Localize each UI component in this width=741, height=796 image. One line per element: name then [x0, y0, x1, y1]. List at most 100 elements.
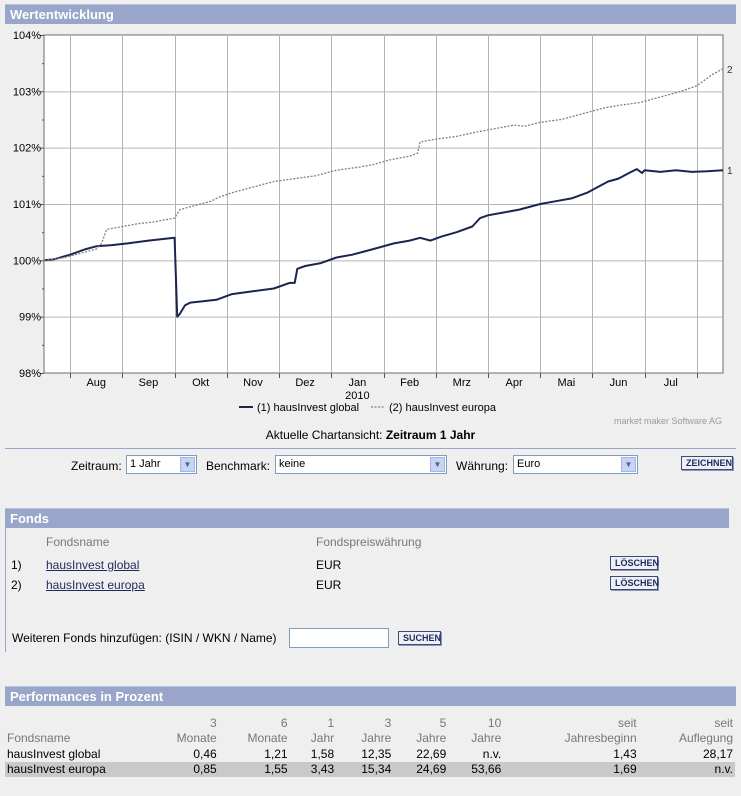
y-tick-label: 103%	[13, 86, 41, 98]
fonds-row-2-link[interactable]: hausInvest europa	[46, 578, 145, 592]
x-tick-label: Jun	[610, 377, 628, 389]
chart-series: 12	[43, 65, 733, 318]
add-fund-label: Weiteren Fonds hinzufügen: (ISIN / WKN /…	[12, 631, 277, 645]
performance-chart: 98% 99% 100% 101% 102% 103% 104% Aug Sep Okt Nov De…	[13, 30, 733, 414]
table-row: hausInvest europa 0,85 1,55 3,43 15,34 2…	[5, 762, 735, 777]
fonds-row-1-currency: EUR	[316, 558, 342, 572]
fonds-row-1-index: 1)	[11, 558, 22, 572]
table-row: hausInvest global 0,46 1,21 1,58 12,35 2…	[5, 747, 735, 762]
perf-cell: 28,17	[702, 747, 733, 761]
zeitraum-select[interactable]: 1 Jahr ▼	[126, 455, 197, 474]
waehrung-label: Währung:	[456, 459, 509, 473]
perf-header-3m: 3 Monate	[176, 716, 217, 745]
x-tick-label: Nov	[243, 377, 263, 389]
perf-cell-name: hausInvest europa	[5, 762, 154, 777]
x-tick-label: Jan	[349, 377, 367, 389]
perf-cell: 22,69	[416, 747, 447, 761]
perf-header-6m: 6 Monate	[247, 716, 288, 745]
perf-cell: 0,46	[193, 747, 217, 761]
x-tick-label: Okt	[192, 377, 209, 389]
legend-label-2: (2) hausInvest europa	[389, 402, 497, 414]
chart-axes: 98% 99% 100% 101% 102% 103% 104% Aug Sep Okt Nov De…	[13, 30, 698, 402]
chevron-down-icon: ▼	[180, 457, 195, 472]
perf-cell: 12,35	[361, 747, 392, 761]
legend-label-1: (1) hausInvest global	[257, 402, 359, 414]
current-view-label: Aktuelle Chartansicht:	[265, 428, 383, 442]
performance-table: Fondsname 3 Monate 6 Monate 1 Jahr 3 Jahre 5…	[5, 716, 735, 777]
x-year-label: 2010	[345, 390, 369, 402]
y-tick-label: 101%	[13, 199, 41, 211]
perf-cell: n.v.	[482, 747, 502, 761]
fonds-row-1-link[interactable]: hausInvest global	[46, 558, 140, 572]
x-tick-label: Apr	[506, 377, 523, 389]
chart-grid	[43, 34, 724, 374]
delete-fund-2-button[interactable]: LÖSCHEN	[610, 576, 659, 590]
performance-section-title: Performances in Prozent	[10, 689, 164, 704]
benchmark-value: keine	[279, 458, 306, 470]
perf-cell: 1,21	[264, 747, 288, 761]
chevron-down-icon: ▼	[430, 457, 445, 472]
fonds-left-border	[5, 528, 6, 652]
fonds-section-header: Fonds	[5, 508, 729, 528]
x-tick-label: Dez	[295, 377, 315, 389]
x-tick-label: Mrz	[453, 377, 471, 389]
perf-cell: 3,43	[289, 762, 337, 777]
add-fund-input[interactable]	[289, 628, 389, 648]
perf-cell: 1,43	[613, 747, 637, 761]
delete-fund-1-button[interactable]: LÖSCHEN	[610, 556, 659, 570]
y-tick-label: 100%	[13, 255, 41, 267]
current-view-value: Zeitraum 1 Jahr	[385, 428, 476, 442]
perf-cell: 53,66	[448, 762, 504, 777]
perf-cell: 1,69	[503, 762, 639, 777]
fonds-col-currency: Fondspreiswährung	[316, 535, 422, 549]
fonds-row-2-currency: EUR	[316, 578, 342, 592]
fonds-row-2-index: 2)	[11, 578, 22, 592]
perf-cell: 1,55	[218, 762, 290, 777]
series-line-2	[43, 68, 724, 261]
perf-header-10y: 10 Jahre	[471, 716, 502, 745]
waehrung-value: Euro	[517, 458, 541, 470]
series-end-label-2: 2	[727, 65, 733, 76]
y-tick-label: 98%	[19, 368, 41, 380]
y-tick-label: 104%	[13, 30, 41, 42]
series-end-label-1: 1	[727, 166, 733, 177]
chart-section-header: Wertentwicklung	[5, 4, 736, 24]
x-tick-label: Feb	[400, 377, 419, 389]
zeitraum-value: 1 Jahr	[130, 458, 161, 470]
perf-header-ytd: seit Jahresbeginn	[564, 716, 637, 745]
y-tick-label: 102%	[13, 143, 41, 155]
perf-cell: n.v.	[638, 762, 735, 777]
chevron-down-icon: ▼	[621, 457, 636, 472]
x-tick-label: Mai	[557, 377, 575, 389]
chart-legend: (1) hausInvest global (2) hausInvest euro…	[239, 402, 497, 414]
performance-header-row: Fondsname 3 Monate 6 Monate 1 Jahr 3 Jahre 5…	[5, 716, 735, 747]
x-tick-label: Aug	[86, 377, 106, 389]
perf-header-1y: 1 Jahr	[310, 716, 335, 745]
perf-cell: 15,34	[336, 762, 394, 777]
waehrung-select[interactable]: Euro ▼	[513, 455, 638, 474]
chart-section-title: Wertentwicklung	[10, 7, 114, 22]
y-tick-label: 99%	[19, 312, 41, 324]
perf-header-3y: 3 Jahre	[361, 716, 392, 745]
x-tick-label: Sep	[139, 377, 159, 389]
perf-header-5y: 5 Jahre	[416, 716, 447, 745]
controls-divider	[5, 448, 736, 449]
perf-cell-name: hausInvest global	[7, 747, 101, 761]
performance-section-header: Performances in Prozent	[5, 686, 736, 706]
perf-header-inception: seit Auflegung	[678, 716, 733, 745]
fonds-col-name: Fondsname	[46, 535, 110, 549]
fonds-section-title: Fonds	[10, 511, 49, 526]
zeichnen-button[interactable]: ZEICHNEN	[681, 456, 733, 470]
perf-cell: 0,85	[153, 762, 219, 777]
series-line-1	[43, 168, 724, 318]
perf-header-fondsname: Fondsname	[7, 731, 71, 745]
benchmark-label: Benchmark:	[206, 459, 271, 473]
chart-watermark: market maker Software AG	[614, 416, 723, 426]
search-button[interactable]: SUCHEN	[398, 631, 441, 645]
x-tick-label: Jul	[664, 377, 678, 389]
perf-cell: 24,69	[393, 762, 449, 777]
perf-cell: 1,58	[310, 747, 335, 761]
benchmark-select[interactable]: keine ▼	[275, 455, 447, 474]
zeitraum-label: Zeitraum:	[71, 459, 122, 473]
current-view: Aktuelle Chartansicht: Zeitraum 1 Jahr	[0, 428, 741, 442]
